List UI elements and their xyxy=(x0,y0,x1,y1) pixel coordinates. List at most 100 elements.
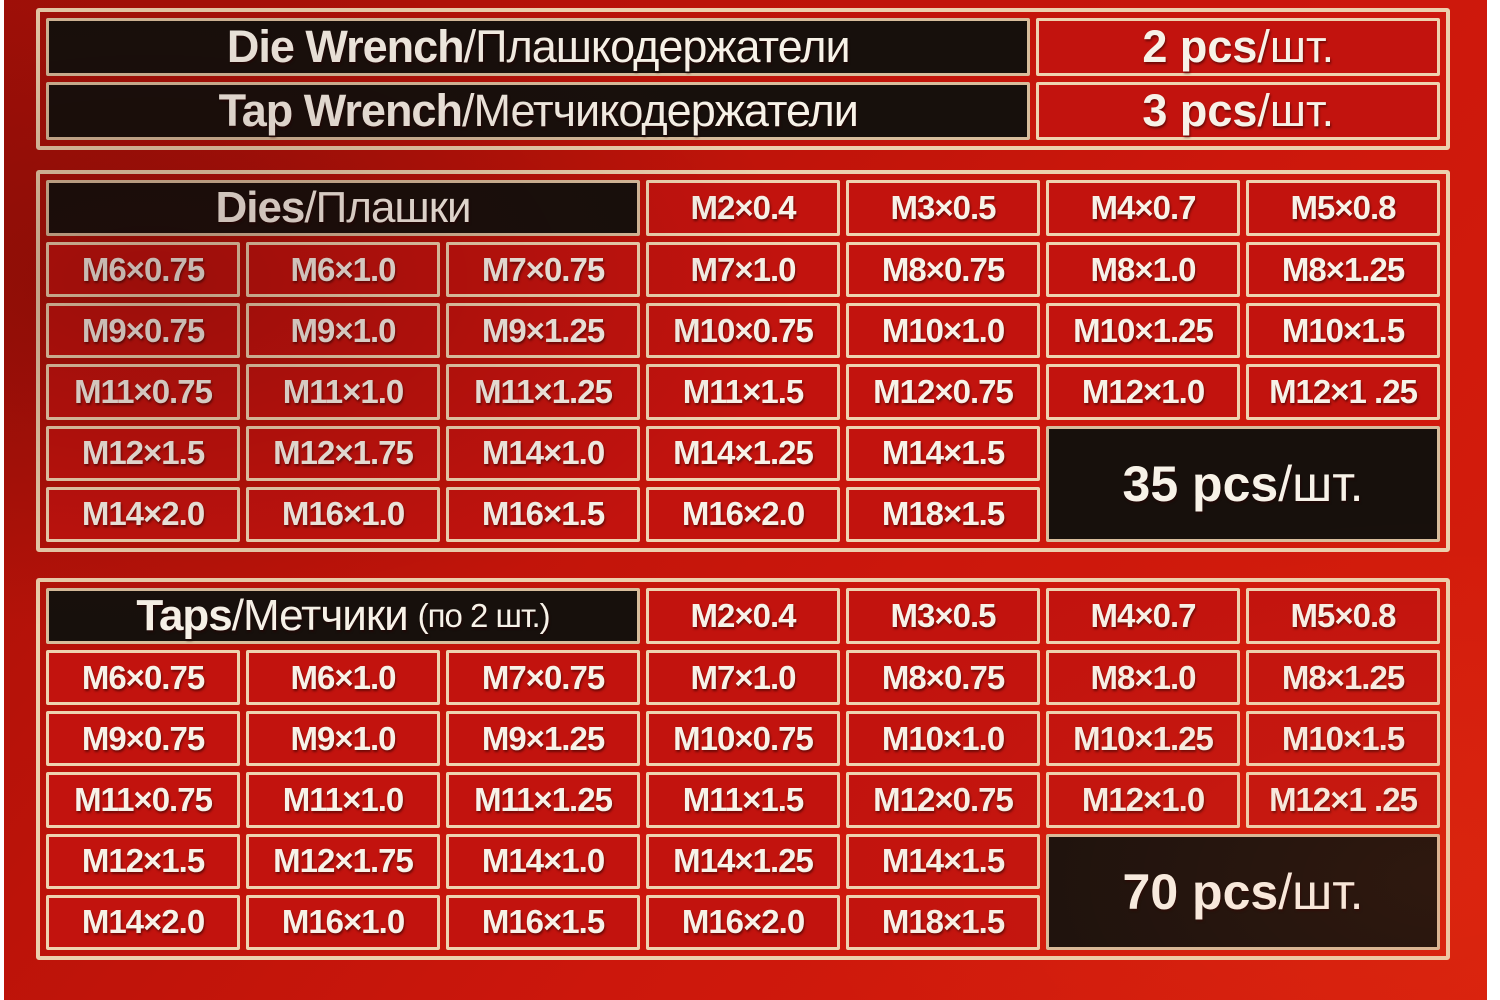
die-wrench-name-ru: Плашкодержатели xyxy=(475,21,850,72)
wrench-table: Die Wrench / Плашкодержатели 2 pcs/шт. T… xyxy=(36,8,1450,150)
size-cell: M12×1 .25 xyxy=(1246,772,1440,828)
dies-total-qty: 35 pcs/шт. xyxy=(1046,425,1440,542)
size-cell: M12×1.5 xyxy=(46,425,240,481)
title-ru: Плашки xyxy=(315,183,472,232)
size-cell: M4×0.7 xyxy=(1046,180,1240,236)
separator: / xyxy=(463,21,476,72)
size-cell: M2×0.4 xyxy=(646,180,840,236)
size-cell: M12×1.0 xyxy=(1046,772,1240,828)
size-cell: M8×0.75 xyxy=(846,650,1040,706)
size-cell: M10×0.75 xyxy=(646,303,840,359)
size-cell: M14×1.25 xyxy=(646,833,840,889)
separator: / xyxy=(231,591,244,640)
size-cell: M6×0.75 xyxy=(46,242,240,298)
size-cell: M12×1 .25 xyxy=(1246,364,1440,420)
separator: / xyxy=(461,85,474,136)
photo-edge-left xyxy=(0,0,4,1000)
separator: / xyxy=(304,183,316,232)
size-cell: M12×1.75 xyxy=(246,833,440,889)
size-cell: M11×1.25 xyxy=(446,364,640,420)
size-cell: M7×0.75 xyxy=(446,242,640,298)
size-cell: M18×1.5 xyxy=(846,486,1040,542)
size-cell: M14×1.5 xyxy=(846,833,1040,889)
size-cell: M11×1.0 xyxy=(246,772,440,828)
size-cell: M8×1.0 xyxy=(1046,650,1240,706)
size-cell: M9×1.25 xyxy=(446,303,640,359)
size-cell: M12×1.0 xyxy=(1046,364,1240,420)
tap-wrench-name-ru: Метчикодержатели xyxy=(473,85,858,136)
size-cell: M9×0.75 xyxy=(46,711,240,767)
size-cell: M9×1.0 xyxy=(246,303,440,359)
size-cell: M10×1.0 xyxy=(846,303,1040,359)
size-cell: M6×1.0 xyxy=(246,242,440,298)
title-note: (по 2 шт.) xyxy=(417,597,551,634)
title-ru: Метчики xyxy=(243,591,409,640)
size-cell: M14×2.0 xyxy=(46,894,240,950)
qty-value: 70 pcs xyxy=(1122,863,1279,920)
size-cell: M12×0.75 xyxy=(846,364,1040,420)
size-cell: M11×1.5 xyxy=(646,364,840,420)
size-cell: M5×0.8 xyxy=(1246,180,1440,236)
size-cell: M6×0.75 xyxy=(46,650,240,706)
tap-wrench-qty: 3 pcs/шт. xyxy=(1036,82,1440,140)
size-cell: M11×0.75 xyxy=(46,364,240,420)
size-cell: M9×1.25 xyxy=(446,711,640,767)
size-cell: M16×2.0 xyxy=(646,894,840,950)
size-cell: M12×1.75 xyxy=(246,425,440,481)
qty-value: 3 pcs xyxy=(1142,85,1258,136)
size-cell: M14×1.5 xyxy=(846,425,1040,481)
size-cell: M9×1.0 xyxy=(246,711,440,767)
size-cell: M3×0.5 xyxy=(846,588,1040,644)
size-cell: M10×0.75 xyxy=(646,711,840,767)
size-cell: M16×1.5 xyxy=(446,894,640,950)
size-cell: M8×0.75 xyxy=(846,242,1040,298)
title-en: Dies xyxy=(215,183,305,232)
qty-value: 2 pcs xyxy=(1142,21,1258,72)
size-cell: M14×1.25 xyxy=(646,425,840,481)
size-cell: M11×1.5 xyxy=(646,772,840,828)
qty-value: 35 pcs xyxy=(1122,455,1279,512)
size-cell: M11×0.75 xyxy=(46,772,240,828)
size-cell: M8×1.25 xyxy=(1246,242,1440,298)
qty-unit: /шт. xyxy=(1278,455,1364,512)
size-cell: M12×0.75 xyxy=(846,772,1040,828)
size-cell: M10×1.25 xyxy=(1046,711,1240,767)
size-cell: M11×1.0 xyxy=(246,364,440,420)
size-cell: M10×1.0 xyxy=(846,711,1040,767)
size-cell: M14×1.0 xyxy=(446,425,640,481)
dies-table-title: Dies / Плашки xyxy=(46,180,640,236)
taps-table-title: Taps / Метчики (по 2 шт.) xyxy=(46,588,640,644)
size-cell: M9×0.75 xyxy=(46,303,240,359)
size-cell: M12×1.5 xyxy=(46,833,240,889)
size-cell: M10×1.5 xyxy=(1246,303,1440,359)
size-cell: M7×1.0 xyxy=(646,242,840,298)
size-cell: M7×0.75 xyxy=(446,650,640,706)
size-cell: M6×1.0 xyxy=(246,650,440,706)
size-cell: M16×1.0 xyxy=(246,486,440,542)
size-cell: M14×1.0 xyxy=(446,833,640,889)
qty-unit: /шт. xyxy=(1278,863,1364,920)
size-cell: M16×2.0 xyxy=(646,486,840,542)
size-cell: M7×1.0 xyxy=(646,650,840,706)
title-en: Taps xyxy=(136,591,232,640)
die-wrench-qty: 2 pcs/шт. xyxy=(1036,18,1440,76)
size-cell: M18×1.5 xyxy=(846,894,1040,950)
dies-table: Dies / Плашки 35 pcs/шт. M2×0.4 M3×0.5 M4×… xyxy=(36,170,1450,552)
qty-unit: /шт. xyxy=(1257,21,1335,72)
tap-wrench-label: Tap Wrench / Метчикодержатели xyxy=(46,82,1031,140)
size-cell: M16×1.5 xyxy=(446,486,640,542)
tap-wrench-name-en: Tap Wrench xyxy=(218,85,463,136)
die-wrench-name-en: Die Wrench xyxy=(226,21,465,72)
die-wrench-label: Die Wrench / Плашкодержатели xyxy=(46,18,1031,76)
size-cell: M16×1.0 xyxy=(246,894,440,950)
size-cell: M10×1.5 xyxy=(1246,711,1440,767)
photo-edge-right xyxy=(1487,0,1500,1000)
taps-total-qty: 70 pcs/шт. xyxy=(1046,833,1440,950)
size-cell: M8×1.25 xyxy=(1246,650,1440,706)
size-cell: M4×0.7 xyxy=(1046,588,1240,644)
size-cell: M14×2.0 xyxy=(46,486,240,542)
taps-table: Taps / Метчики (по 2 шт.) 70 pcs/шт. M2×0.4… xyxy=(36,578,1450,960)
size-cell: M3×0.5 xyxy=(846,180,1040,236)
size-cell: M8×1.0 xyxy=(1046,242,1240,298)
